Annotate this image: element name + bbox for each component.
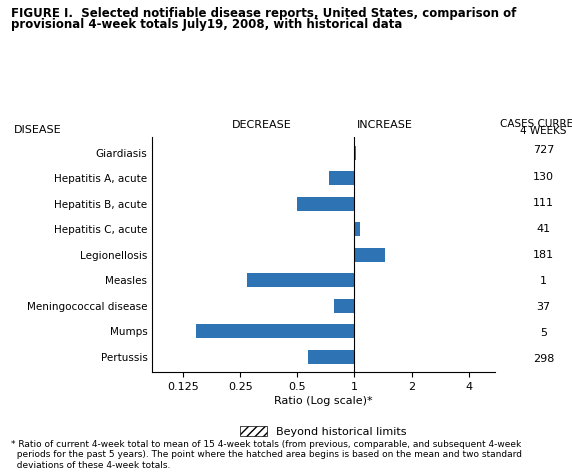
Text: periods for the past 5 years). The point where the hatched area begins is based : periods for the past 5 years). The point… (11, 450, 522, 459)
Bar (355, 146, 356, 160)
Text: 37: 37 (537, 302, 550, 312)
Text: 5: 5 (540, 328, 547, 338)
Bar (355, 222, 360, 236)
Bar (328, 171, 355, 185)
Text: INCREASE: INCREASE (357, 120, 413, 130)
Bar (247, 273, 355, 287)
Text: 111: 111 (533, 198, 554, 208)
Text: deviations of these 4-week totals.: deviations of these 4-week totals. (11, 461, 171, 470)
Text: FIGURE I.  Selected notifiable disease reports, United States, comparison of: FIGURE I. Selected notifiable disease re… (11, 7, 517, 20)
Text: 1: 1 (540, 276, 547, 286)
Text: * Ratio of current 4-week total to mean of 15 4-week totals (from previous, comp: * Ratio of current 4-week total to mean … (11, 440, 522, 449)
Text: 298: 298 (533, 354, 554, 364)
Bar (297, 197, 355, 211)
X-axis label: Ratio (Log scale)*: Ratio (Log scale)* (274, 396, 372, 406)
Text: provisional 4-week totals July19, 2008, with historical data: provisional 4-week totals July19, 2008, … (11, 18, 403, 31)
Text: 181: 181 (533, 250, 554, 260)
Text: 41: 41 (537, 224, 550, 234)
Bar (334, 299, 355, 313)
Text: 727: 727 (533, 146, 554, 155)
Bar (196, 324, 355, 338)
Text: 4 WEEKS: 4 WEEKS (520, 126, 567, 136)
Bar (355, 248, 385, 262)
Text: DECREASE: DECREASE (232, 120, 291, 130)
Text: CASES CURRENT: CASES CURRENT (500, 119, 572, 129)
Text: 130: 130 (533, 172, 554, 182)
Legend: Beyond historical limits: Beyond historical limits (240, 426, 407, 437)
Bar (308, 350, 355, 364)
Text: DISEASE: DISEASE (14, 125, 62, 135)
